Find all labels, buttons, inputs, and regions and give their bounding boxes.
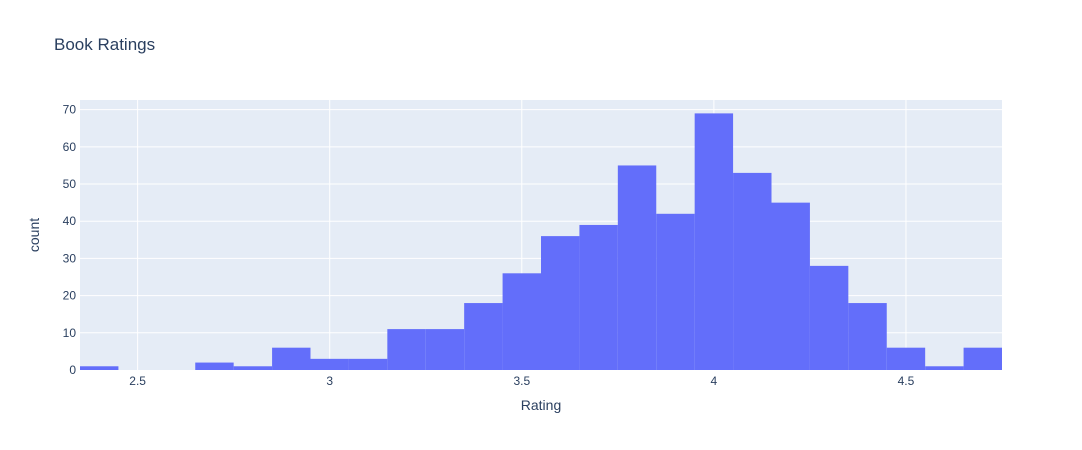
bars [80, 113, 1002, 370]
histogram-bar[interactable] [387, 329, 426, 370]
y-tick-label: 0 [69, 363, 76, 377]
x-tick-label: 2.5 [129, 374, 146, 388]
y-tick-label: 20 [63, 289, 77, 303]
histogram-bar[interactable] [464, 303, 503, 370]
x-tick-label: 4 [711, 374, 718, 388]
histogram-bar[interactable] [733, 172, 772, 370]
histogram-bar[interactable] [425, 329, 465, 370]
x-tick-label: 4.5 [898, 374, 915, 388]
y-axis-ticks: 0 10 20 30 40 50 60 70 [63, 103, 77, 377]
x-tick-label: 3 [326, 374, 333, 388]
histogram-bar[interactable] [656, 213, 695, 370]
histogram-bar[interactable] [348, 358, 388, 370]
histogram-bar[interactable] [233, 366, 273, 370]
histogram-bar[interactable] [963, 347, 1002, 370]
histogram-bar[interactable] [809, 265, 849, 370]
histogram-bar[interactable] [617, 165, 657, 370]
y-tick-label: 70 [63, 103, 77, 117]
y-tick-label: 60 [63, 140, 77, 154]
histogram-bar[interactable] [541, 236, 580, 370]
histogram-bar[interactable] [579, 224, 618, 370]
chart-title: Book Ratings [54, 35, 155, 54]
y-tick-label: 40 [63, 214, 77, 228]
x-tick-label: 3.5 [513, 374, 530, 388]
y-axis-title: count [26, 218, 42, 252]
x-axis-title: Rating [521, 397, 561, 413]
histogram-bar[interactable] [925, 366, 964, 370]
y-tick-label: 50 [63, 177, 77, 191]
y-tick-label: 10 [63, 326, 77, 340]
histogram-bar[interactable] [694, 113, 734, 370]
histogram-bar[interactable] [195, 362, 234, 370]
histogram-bar[interactable] [272, 347, 311, 370]
y-tick-label: 30 [63, 251, 77, 265]
histogram-bar[interactable] [886, 347, 926, 370]
histogram-bar[interactable] [848, 303, 887, 370]
histogram-bar[interactable] [502, 273, 541, 370]
x-axis-ticks: 2.5 3 3.5 4 4.5 [129, 374, 914, 388]
histogram-bar[interactable] [771, 202, 810, 370]
histogram-bar[interactable] [80, 366, 119, 370]
histogram-bar[interactable] [310, 358, 349, 370]
